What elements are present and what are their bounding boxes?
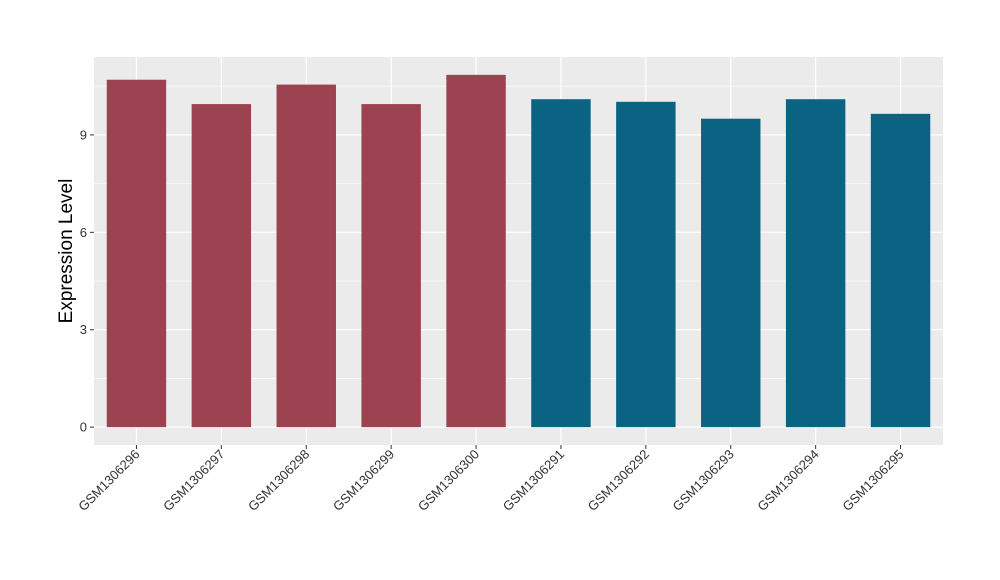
bars — [106, 74, 931, 428]
x-tick-label: GSM1306295 — [839, 447, 906, 514]
x-tick-label: GSM1306292 — [585, 447, 652, 514]
bar-GSM1306296 — [106, 79, 167, 428]
y-tick-label: 3 — [80, 322, 87, 337]
bar-GSM1306293 — [701, 118, 761, 428]
bar-GSM1306298 — [276, 84, 336, 428]
x-tick-label: GSM1306296 — [75, 447, 142, 514]
y-tick-label: 6 — [80, 225, 87, 240]
x-tick-label: GSM1306299 — [330, 447, 397, 514]
bar-GSM1306295 — [870, 113, 931, 428]
y-axis-title: Expression Level — [56, 179, 77, 324]
x-tick-label: GSM1306300 — [415, 447, 482, 514]
bar-GSM1306292 — [616, 101, 676, 428]
bar-GSM1306297 — [191, 104, 252, 428]
bar-GSM1306299 — [361, 104, 421, 428]
bar-GSM1306300 — [446, 74, 506, 428]
x-tick-label: GSM1306297 — [160, 447, 227, 514]
y-tick-label: 9 — [80, 127, 87, 142]
x-tick-label: GSM1306291 — [500, 447, 567, 514]
x-tick-label: GSM1306293 — [670, 447, 737, 514]
bar-GSM1306294 — [785, 99, 846, 428]
x-axis: GSM1306296 GSM1306297 GSM1306298 GSM1306299… — [75, 445, 907, 514]
y-tick-label: 0 — [80, 420, 87, 435]
x-tick-label: GSM1306294 — [754, 447, 821, 514]
bar-GSM1306291 — [531, 99, 591, 428]
y-axis: 0 3 6 9 — [80, 127, 94, 435]
x-tick-label: GSM1306298 — [245, 447, 312, 514]
